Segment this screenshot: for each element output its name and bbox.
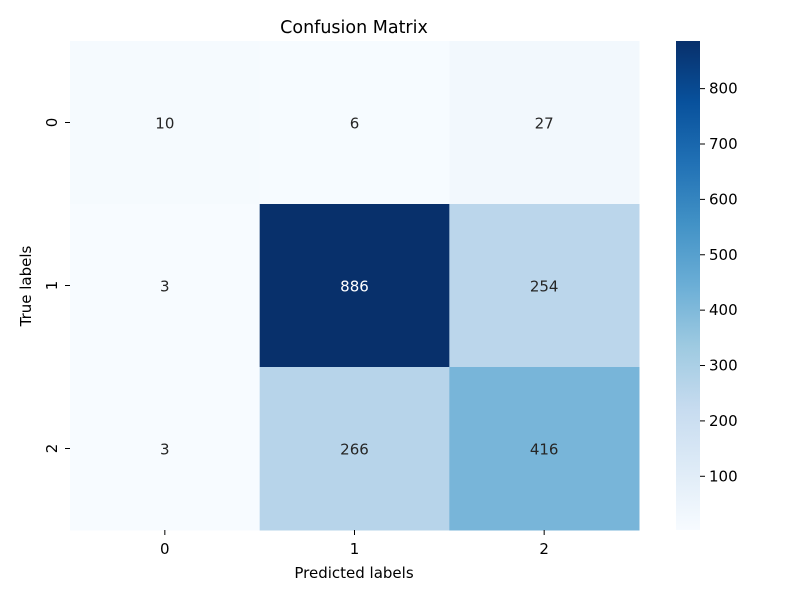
- x-axis-ticks: 0 1 2: [160, 530, 549, 558]
- cell-value-label-0-1: 6: [350, 115, 360, 133]
- colorbar-tick-label-0: 100: [709, 467, 738, 485]
- x-tick-label-0: 0: [160, 540, 170, 558]
- cell-value-label-1-0: 3: [160, 278, 170, 296]
- colorbar-tick-label-7: 800: [709, 80, 738, 98]
- heatmap-cells: 10 6 27 3 886 254 3 266 416: [70, 41, 640, 531]
- x-axis-label: Predicted labels: [294, 564, 413, 582]
- cell-value-label-1-1: 886: [340, 278, 369, 296]
- colorbar-tick-label-1: 200: [709, 412, 738, 430]
- heatmap-cell-2-2: [449, 367, 640, 531]
- y-tick-label-0: 0: [43, 118, 61, 128]
- cell-value-label-2-1: 266: [340, 441, 369, 459]
- y-axis-ticks: 0 1 2: [43, 118, 70, 454]
- heatmap-cell-2-1: [259, 367, 450, 531]
- colorbar-ticks: 100 200 300 400 500 600 700 800: [700, 80, 738, 485]
- cell-value-label-2-0: 3: [160, 441, 170, 459]
- colorbar: [676, 41, 700, 530]
- heatmap-cell-2-0: [70, 367, 261, 531]
- colorbar-tick-label-5: 600: [709, 190, 738, 208]
- heatmap-cell-1-2: [449, 204, 640, 368]
- cell-value-label-2-2: 416: [530, 441, 559, 459]
- colorbar-tick-label-2: 300: [709, 357, 738, 375]
- heatmap-cell-1-0: [70, 204, 261, 368]
- cell-value-label-0-2: 27: [535, 115, 554, 133]
- chart-title: Confusion Matrix: [280, 18, 428, 38]
- colorbar-tick-label-4: 500: [709, 246, 738, 264]
- heatmap-cell-0-1: [259, 41, 450, 205]
- x-tick-label-1: 1: [350, 540, 360, 558]
- x-tick-label-2: 2: [539, 540, 549, 558]
- cell-value-label-1-2: 254: [530, 278, 559, 296]
- y-tick-label-1: 1: [43, 281, 61, 291]
- colorbar-tick-label-3: 400: [709, 301, 738, 319]
- y-axis-label: True labels: [17, 245, 35, 327]
- heatmap-cell-0-2: [449, 41, 640, 205]
- heatmap-cell-1-1: [259, 204, 450, 368]
- heatmap-cell-0-0: [70, 41, 261, 205]
- colorbar-tick-label-6: 700: [709, 135, 738, 153]
- y-tick-label-2: 2: [43, 444, 61, 454]
- cell-value-label-0-0: 10: [155, 115, 174, 133]
